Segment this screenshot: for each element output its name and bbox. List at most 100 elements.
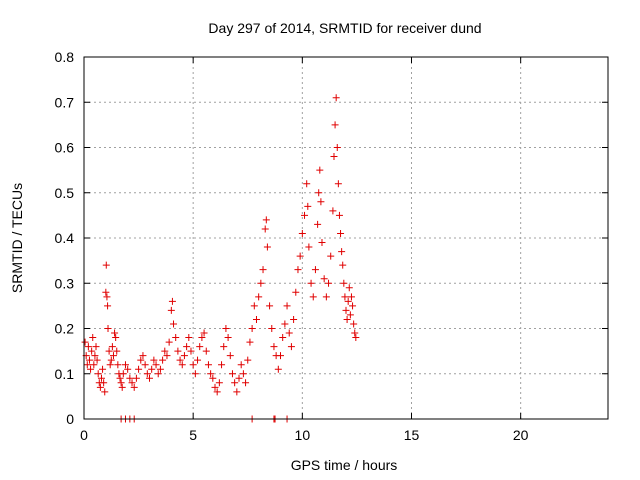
data-point — [88, 347, 96, 355]
data-point — [102, 261, 110, 269]
data-point — [130, 383, 138, 391]
data-point — [194, 356, 202, 364]
x-tick-label: 5 — [189, 427, 197, 443]
data-point — [148, 365, 156, 373]
data-point — [339, 261, 347, 269]
data-point — [239, 370, 247, 378]
data-point — [135, 365, 143, 373]
data-point — [84, 343, 92, 351]
data-point — [281, 320, 289, 328]
data-point — [330, 153, 338, 161]
data-point — [92, 343, 100, 351]
data-point — [113, 347, 121, 355]
data-point — [124, 365, 132, 373]
y-tick-label: 0.6 — [55, 140, 75, 156]
data-point — [100, 379, 108, 387]
y-tick-label: 0.8 — [55, 49, 75, 65]
data-point — [218, 361, 226, 369]
data-point — [317, 198, 325, 206]
data-point — [222, 325, 230, 332]
data-point — [200, 329, 208, 337]
data-point — [202, 347, 210, 355]
data-point — [154, 370, 162, 378]
data-point — [180, 352, 188, 360]
data-point — [320, 275, 328, 283]
data-point — [185, 334, 193, 342]
data-point — [207, 370, 215, 378]
data-point — [106, 361, 114, 369]
data-point — [156, 365, 164, 373]
data-point — [146, 374, 153, 382]
data-point — [304, 202, 312, 210]
data-point — [118, 383, 126, 391]
data-point — [318, 239, 326, 247]
data-point — [104, 325, 112, 332]
data-point — [268, 325, 276, 332]
data-point — [233, 388, 241, 396]
data-point — [350, 320, 358, 328]
data-point — [309, 293, 317, 301]
data-point — [213, 388, 221, 396]
data-point — [211, 383, 219, 391]
data-point — [111, 329, 119, 337]
data-point — [87, 365, 95, 373]
data-point — [161, 347, 169, 355]
data-point — [198, 334, 206, 342]
data-point — [341, 293, 349, 301]
data-point — [165, 338, 173, 346]
data-point — [105, 347, 113, 355]
data-point — [81, 338, 89, 346]
data-point — [307, 279, 315, 287]
data-point — [335, 211, 343, 219]
axis-ticks — [83, 56, 608, 420]
chart-title: Day 297 of 2014, SRMTID for receiver dun… — [208, 20, 481, 36]
x-axis-label: GPS time / hours — [291, 457, 398, 473]
data-point — [345, 284, 353, 292]
data-point — [322, 293, 330, 301]
grid-lines — [84, 57, 608, 419]
y-tick-label: 0 — [66, 411, 74, 427]
data-point — [112, 334, 120, 342]
data-point — [325, 279, 333, 287]
data-point — [187, 347, 195, 355]
data-point — [209, 374, 217, 382]
data-point — [85, 356, 93, 364]
data-point — [263, 243, 271, 251]
data-point — [97, 374, 105, 382]
data-point — [91, 352, 99, 360]
plot-frame — [83, 56, 609, 420]
x-tick-label: 10 — [295, 427, 311, 443]
data-point — [246, 338, 254, 346]
data-point — [168, 297, 176, 305]
data-point — [337, 229, 345, 237]
data-point — [294, 266, 302, 274]
data-point — [90, 361, 98, 369]
data-point — [316, 166, 324, 174]
data-point — [137, 356, 145, 364]
data-point — [352, 334, 360, 342]
data-point — [305, 243, 313, 251]
data-point — [128, 379, 136, 387]
data-point — [93, 356, 101, 364]
data-point — [89, 334, 97, 342]
data-point — [237, 361, 245, 369]
data-point — [99, 365, 107, 373]
data-point — [191, 370, 199, 378]
data-point — [314, 220, 322, 228]
x-tick-label: 15 — [404, 427, 420, 443]
data-point — [248, 325, 256, 332]
data-point — [174, 347, 182, 355]
data-point — [283, 302, 291, 310]
data-point — [103, 293, 111, 301]
data-point — [279, 334, 287, 342]
data-point — [296, 252, 304, 260]
data-point — [107, 356, 115, 364]
data-point — [228, 370, 236, 378]
data-point — [226, 352, 234, 360]
data-point — [121, 361, 129, 369]
data-point — [344, 297, 352, 305]
data-point — [266, 302, 274, 310]
data-point — [259, 266, 267, 274]
data-point — [176, 356, 184, 364]
